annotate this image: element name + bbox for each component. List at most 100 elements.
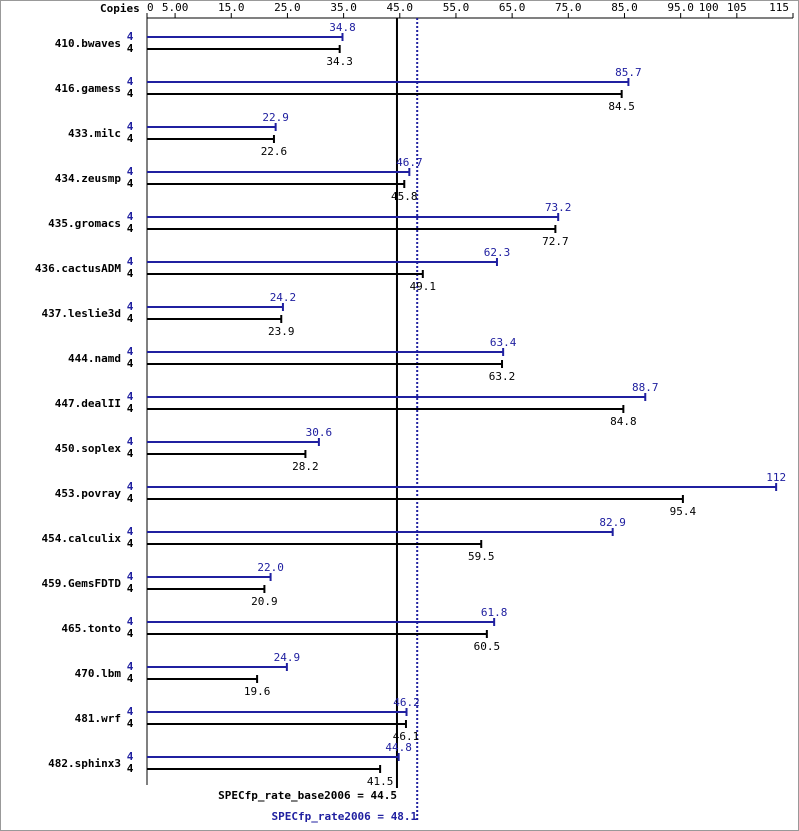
copies-label: 4 (127, 750, 134, 763)
copies-label: 4 (127, 177, 134, 190)
x-tick-label: 35.0 (330, 1, 357, 14)
category-label: 435.gromacs (48, 217, 121, 230)
reference-label: SPECfp_rate_base2006 = 44.5 (218, 789, 397, 802)
value-label: 34.3 (326, 55, 353, 68)
category-label: 454.calculix (42, 532, 122, 545)
category-label: 450.soplex (55, 442, 122, 455)
category-label: 465.tonto (61, 622, 121, 635)
value-label: 49.1 (410, 280, 437, 293)
value-label: 63.4 (490, 336, 517, 349)
value-label: 22.9 (262, 111, 289, 124)
x-tick-label: 25.0 (274, 1, 301, 14)
copies-label: 4 (127, 267, 134, 280)
category-label: 437.leslie3d (42, 307, 121, 320)
category-label: 470.lbm (75, 667, 122, 680)
copies-label: 4 (127, 660, 134, 673)
value-label: 84.8 (610, 415, 637, 428)
copies-label: 4 (127, 357, 134, 370)
x-tick-label: 100 (699, 1, 719, 14)
copies-header: Copies (100, 2, 140, 15)
value-label: 30.6 (306, 426, 333, 439)
x-tick-label: 15.0 (218, 1, 245, 14)
x-tick-label: 85.0 (611, 1, 638, 14)
copies-label: 4 (127, 492, 134, 505)
copies-label: 4 (127, 312, 134, 325)
category-label: 482.sphinx3 (48, 757, 121, 770)
value-label: 24.9 (274, 651, 301, 664)
copies-label: 4 (127, 537, 134, 550)
category-label: 481.wrf (75, 712, 121, 725)
x-tick-label: 45.0 (387, 1, 414, 14)
category-label: 444.namd (68, 352, 121, 365)
value-label: 60.5 (474, 640, 501, 653)
value-label: 84.5 (608, 100, 635, 113)
value-label: 45.8 (391, 190, 418, 203)
copies-label: 4 (127, 210, 134, 223)
x-tick-label: 0 (147, 1, 154, 14)
x-tick-label: 65.0 (499, 1, 526, 14)
x-tick-label: 105 (727, 1, 747, 14)
value-label: 88.7 (632, 381, 659, 394)
copies-label: 4 (127, 300, 134, 313)
copies-label: 4 (127, 447, 134, 460)
value-label: 22.6 (261, 145, 288, 158)
value-label: 46.7 (396, 156, 423, 169)
value-label: 44.8 (385, 741, 412, 754)
reference-name: SPECfp_rate_base2006 = (218, 789, 364, 802)
copies-label: 4 (127, 120, 134, 133)
value-label: 59.5 (468, 550, 495, 563)
x-tick-label: 75.0 (555, 1, 582, 14)
value-label: 41.5 (367, 775, 394, 788)
value-label: 24.2 (270, 291, 297, 304)
value-label: 82.9 (599, 516, 626, 529)
x-tick-label: 55.0 (443, 1, 470, 14)
x-tick-label: 115 (769, 1, 789, 14)
value-label: 34.8 (329, 21, 356, 34)
reference-value: 44.5 (370, 789, 397, 802)
category-label: 434.zeusmp (55, 172, 122, 185)
reference-value: 48.1 (391, 810, 418, 823)
copies-label: 4 (127, 165, 134, 178)
value-label: 28.2 (292, 460, 319, 473)
copies-label: 4 (127, 75, 134, 88)
value-label: 62.3 (484, 246, 511, 259)
copies-label: 4 (127, 390, 134, 403)
value-label: 85.7 (615, 66, 642, 79)
category-label: 433.milc (68, 127, 121, 140)
value-label: 20.9 (251, 595, 278, 608)
value-label: 61.8 (481, 606, 508, 619)
category-label: 436.cactusADM (35, 262, 121, 275)
copies-label: 4 (127, 255, 134, 268)
copies-label: 4 (127, 615, 134, 628)
copies-label: 4 (127, 132, 134, 145)
value-label: 46.1 (393, 730, 420, 743)
category-label: 453.povray (55, 487, 122, 500)
value-label: 112 (766, 471, 786, 484)
copies-label: 4 (127, 627, 134, 640)
value-label: 46.2 (393, 696, 420, 709)
value-label: 73.2 (545, 201, 572, 214)
copies-label: 4 (127, 717, 134, 730)
x-tick-label: 5.00 (162, 1, 189, 14)
copies-label: 4 (127, 570, 134, 583)
reference-label: SPECfp_rate2006 = 48.1 (271, 810, 417, 823)
value-label: 72.7 (542, 235, 569, 248)
copies-label: 4 (127, 582, 134, 595)
copies-label: 4 (127, 87, 134, 100)
copies-label: 4 (127, 402, 134, 415)
category-label: 459.GemsFDTD (42, 577, 122, 590)
copies-label: 4 (127, 435, 134, 448)
copies-label: 4 (127, 222, 134, 235)
copies-label: 4 (127, 525, 134, 538)
category-label: 416.gamess (55, 82, 121, 95)
copies-label: 4 (127, 672, 134, 685)
category-label: 410.bwaves (55, 37, 121, 50)
value-label: 63.2 (489, 370, 516, 383)
copies-label: 4 (127, 762, 134, 775)
copies-label: 4 (127, 345, 134, 358)
copies-label: 4 (127, 30, 134, 43)
category-label: 447.dealII (55, 397, 121, 410)
x-tick-label: 95.0 (667, 1, 694, 14)
